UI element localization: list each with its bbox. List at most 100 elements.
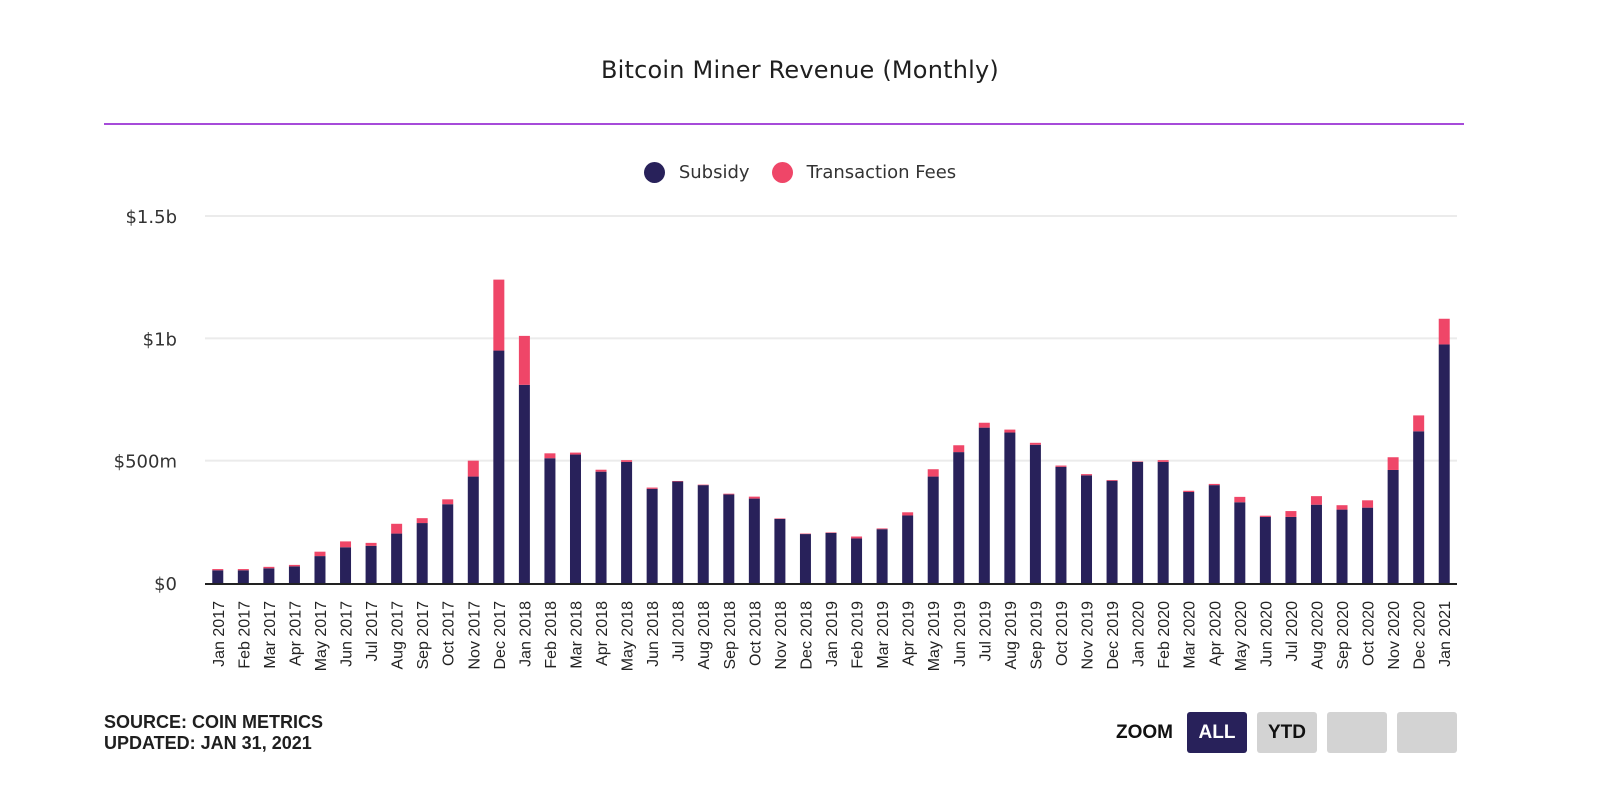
bar-transaction-fees[interactable]	[851, 536, 863, 539]
bar-subsidy[interactable]	[595, 471, 607, 583]
gridlines	[205, 215, 1457, 462]
bar-subsidy[interactable]	[646, 488, 658, 583]
bar-transaction-fees[interactable]	[1157, 460, 1169, 462]
bar-subsidy[interactable]	[1387, 469, 1399, 583]
bar-subsidy[interactable]	[1157, 461, 1169, 583]
bar-subsidy[interactable]	[799, 534, 811, 583]
bar-subsidy[interactable]	[927, 476, 939, 583]
bar-subsidy[interactable]	[569, 454, 581, 583]
bar-subsidy[interactable]	[902, 515, 914, 583]
bar-transaction-fees[interactable]	[953, 445, 965, 453]
bar-transaction-fees[interactable]	[314, 551, 326, 557]
bar-transaction-fees[interactable]	[1234, 496, 1246, 503]
bar-transaction-fees[interactable]	[467, 460, 479, 477]
bar-transaction-fees[interactable]	[1106, 479, 1118, 481]
bar-transaction-fees[interactable]	[416, 518, 428, 524]
bar-subsidy[interactable]	[1259, 516, 1271, 583]
bar-subsidy[interactable]	[621, 461, 633, 583]
bar-subsidy[interactable]	[1438, 344, 1450, 583]
bar-subsidy[interactable]	[365, 545, 377, 583]
bar-transaction-fees[interactable]	[493, 279, 505, 351]
bar-subsidy[interactable]	[263, 568, 275, 583]
bar-transaction-fees[interactable]	[978, 422, 990, 428]
bar-transaction-fees[interactable]	[1285, 511, 1297, 517]
bar-subsidy[interactable]	[876, 529, 888, 583]
bar-subsidy[interactable]	[774, 518, 786, 583]
bar-transaction-fees[interactable]	[1004, 429, 1016, 433]
bar-transaction-fees[interactable]	[902, 512, 914, 516]
bar-transaction-fees[interactable]	[646, 487, 658, 489]
bar-subsidy[interactable]	[1055, 466, 1067, 583]
bar-subsidy[interactable]	[1413, 431, 1425, 583]
bar-subsidy[interactable]	[1183, 491, 1195, 583]
bar-transaction-fees[interactable]	[263, 566, 275, 569]
bar-transaction-fees[interactable]	[212, 569, 224, 571]
bar-transaction-fees[interactable]	[1387, 457, 1399, 470]
bar-transaction-fees[interactable]	[365, 542, 377, 546]
bar-subsidy[interactable]	[493, 350, 505, 583]
bar-transaction-fees[interactable]	[391, 523, 403, 534]
bar-subsidy[interactable]	[288, 566, 300, 583]
bar-transaction-fees[interactable]	[442, 499, 454, 505]
bar-subsidy[interactable]	[1106, 480, 1118, 583]
bar-transaction-fees[interactable]	[1310, 496, 1322, 505]
bar-subsidy[interactable]	[1336, 509, 1348, 583]
bar-subsidy[interactable]	[1081, 475, 1093, 583]
zoom-button-3[interactable]	[1327, 712, 1387, 753]
bar-transaction-fees[interactable]	[1336, 505, 1348, 510]
bar-subsidy[interactable]	[825, 532, 837, 583]
bar-subsidy[interactable]	[212, 570, 224, 583]
bar-transaction-fees[interactable]	[1259, 515, 1271, 517]
bar-transaction-fees[interactable]	[544, 453, 556, 459]
bar-subsidy[interactable]	[1004, 432, 1016, 583]
zoom-all-button[interactable]: ALL	[1187, 712, 1247, 753]
bar-transaction-fees[interactable]	[1208, 483, 1220, 486]
bar-subsidy[interactable]	[314, 556, 326, 583]
bar-subsidy[interactable]	[416, 523, 428, 583]
bar-transaction-fees[interactable]	[1413, 415, 1425, 432]
bar-subsidy[interactable]	[1029, 444, 1041, 583]
bar-subsidy[interactable]	[697, 485, 709, 583]
bar-transaction-fees[interactable]	[569, 452, 581, 455]
bar-transaction-fees[interactable]	[723, 493, 735, 495]
zoom-button-4[interactable]	[1397, 712, 1457, 753]
bar-transaction-fees[interactable]	[1362, 500, 1374, 508]
bar-subsidy[interactable]	[851, 538, 863, 583]
bar-subsidy[interactable]	[1132, 461, 1144, 583]
bar-subsidy[interactable]	[672, 481, 684, 583]
bar-transaction-fees[interactable]	[288, 564, 300, 567]
bar-subsidy[interactable]	[1208, 485, 1220, 583]
x-tick-label: Aug 2017	[390, 601, 407, 670]
bar-subsidy[interactable]	[340, 547, 352, 583]
bar-transaction-fees[interactable]	[340, 541, 352, 548]
bar-transaction-fees[interactable]	[1438, 318, 1450, 345]
bar-subsidy[interactable]	[1310, 504, 1322, 583]
bar-transaction-fees[interactable]	[927, 469, 939, 477]
bar-subsidy[interactable]	[518, 384, 530, 583]
legend-item-subsidy[interactable]: Subsidy	[643, 162, 750, 183]
bar-subsidy[interactable]	[237, 570, 249, 583]
bar-subsidy[interactable]	[748, 498, 760, 583]
bar-transaction-fees[interactable]	[1029, 442, 1041, 445]
bar-subsidy[interactable]	[544, 458, 556, 583]
bar-transaction-fees[interactable]	[1183, 490, 1195, 492]
bar-transaction-fees[interactable]	[595, 469, 607, 472]
bar-transaction-fees[interactable]	[237, 569, 249, 571]
bar-subsidy[interactable]	[1362, 507, 1374, 583]
bar-transaction-fees[interactable]	[748, 496, 760, 499]
bar-transaction-fees[interactable]	[1081, 474, 1093, 476]
bar-subsidy[interactable]	[1234, 502, 1246, 583]
bar-subsidy[interactable]	[978, 427, 990, 583]
bar-subsidy[interactable]	[391, 533, 403, 583]
bar-subsidy[interactable]	[1285, 516, 1297, 583]
bar-transaction-fees[interactable]	[876, 528, 888, 530]
bar-subsidy[interactable]	[442, 504, 454, 583]
bar-transaction-fees[interactable]	[518, 335, 530, 385]
bar-transaction-fees[interactable]	[621, 460, 633, 462]
bar-subsidy[interactable]	[953, 452, 965, 583]
legend-item-transaction-fees[interactable]: Transaction Fees	[771, 162, 956, 183]
bar-subsidy[interactable]	[723, 494, 735, 583]
bar-transaction-fees[interactable]	[1055, 465, 1067, 467]
zoom-ytd-button[interactable]: YTD	[1257, 712, 1317, 753]
bar-subsidy[interactable]	[467, 476, 479, 583]
